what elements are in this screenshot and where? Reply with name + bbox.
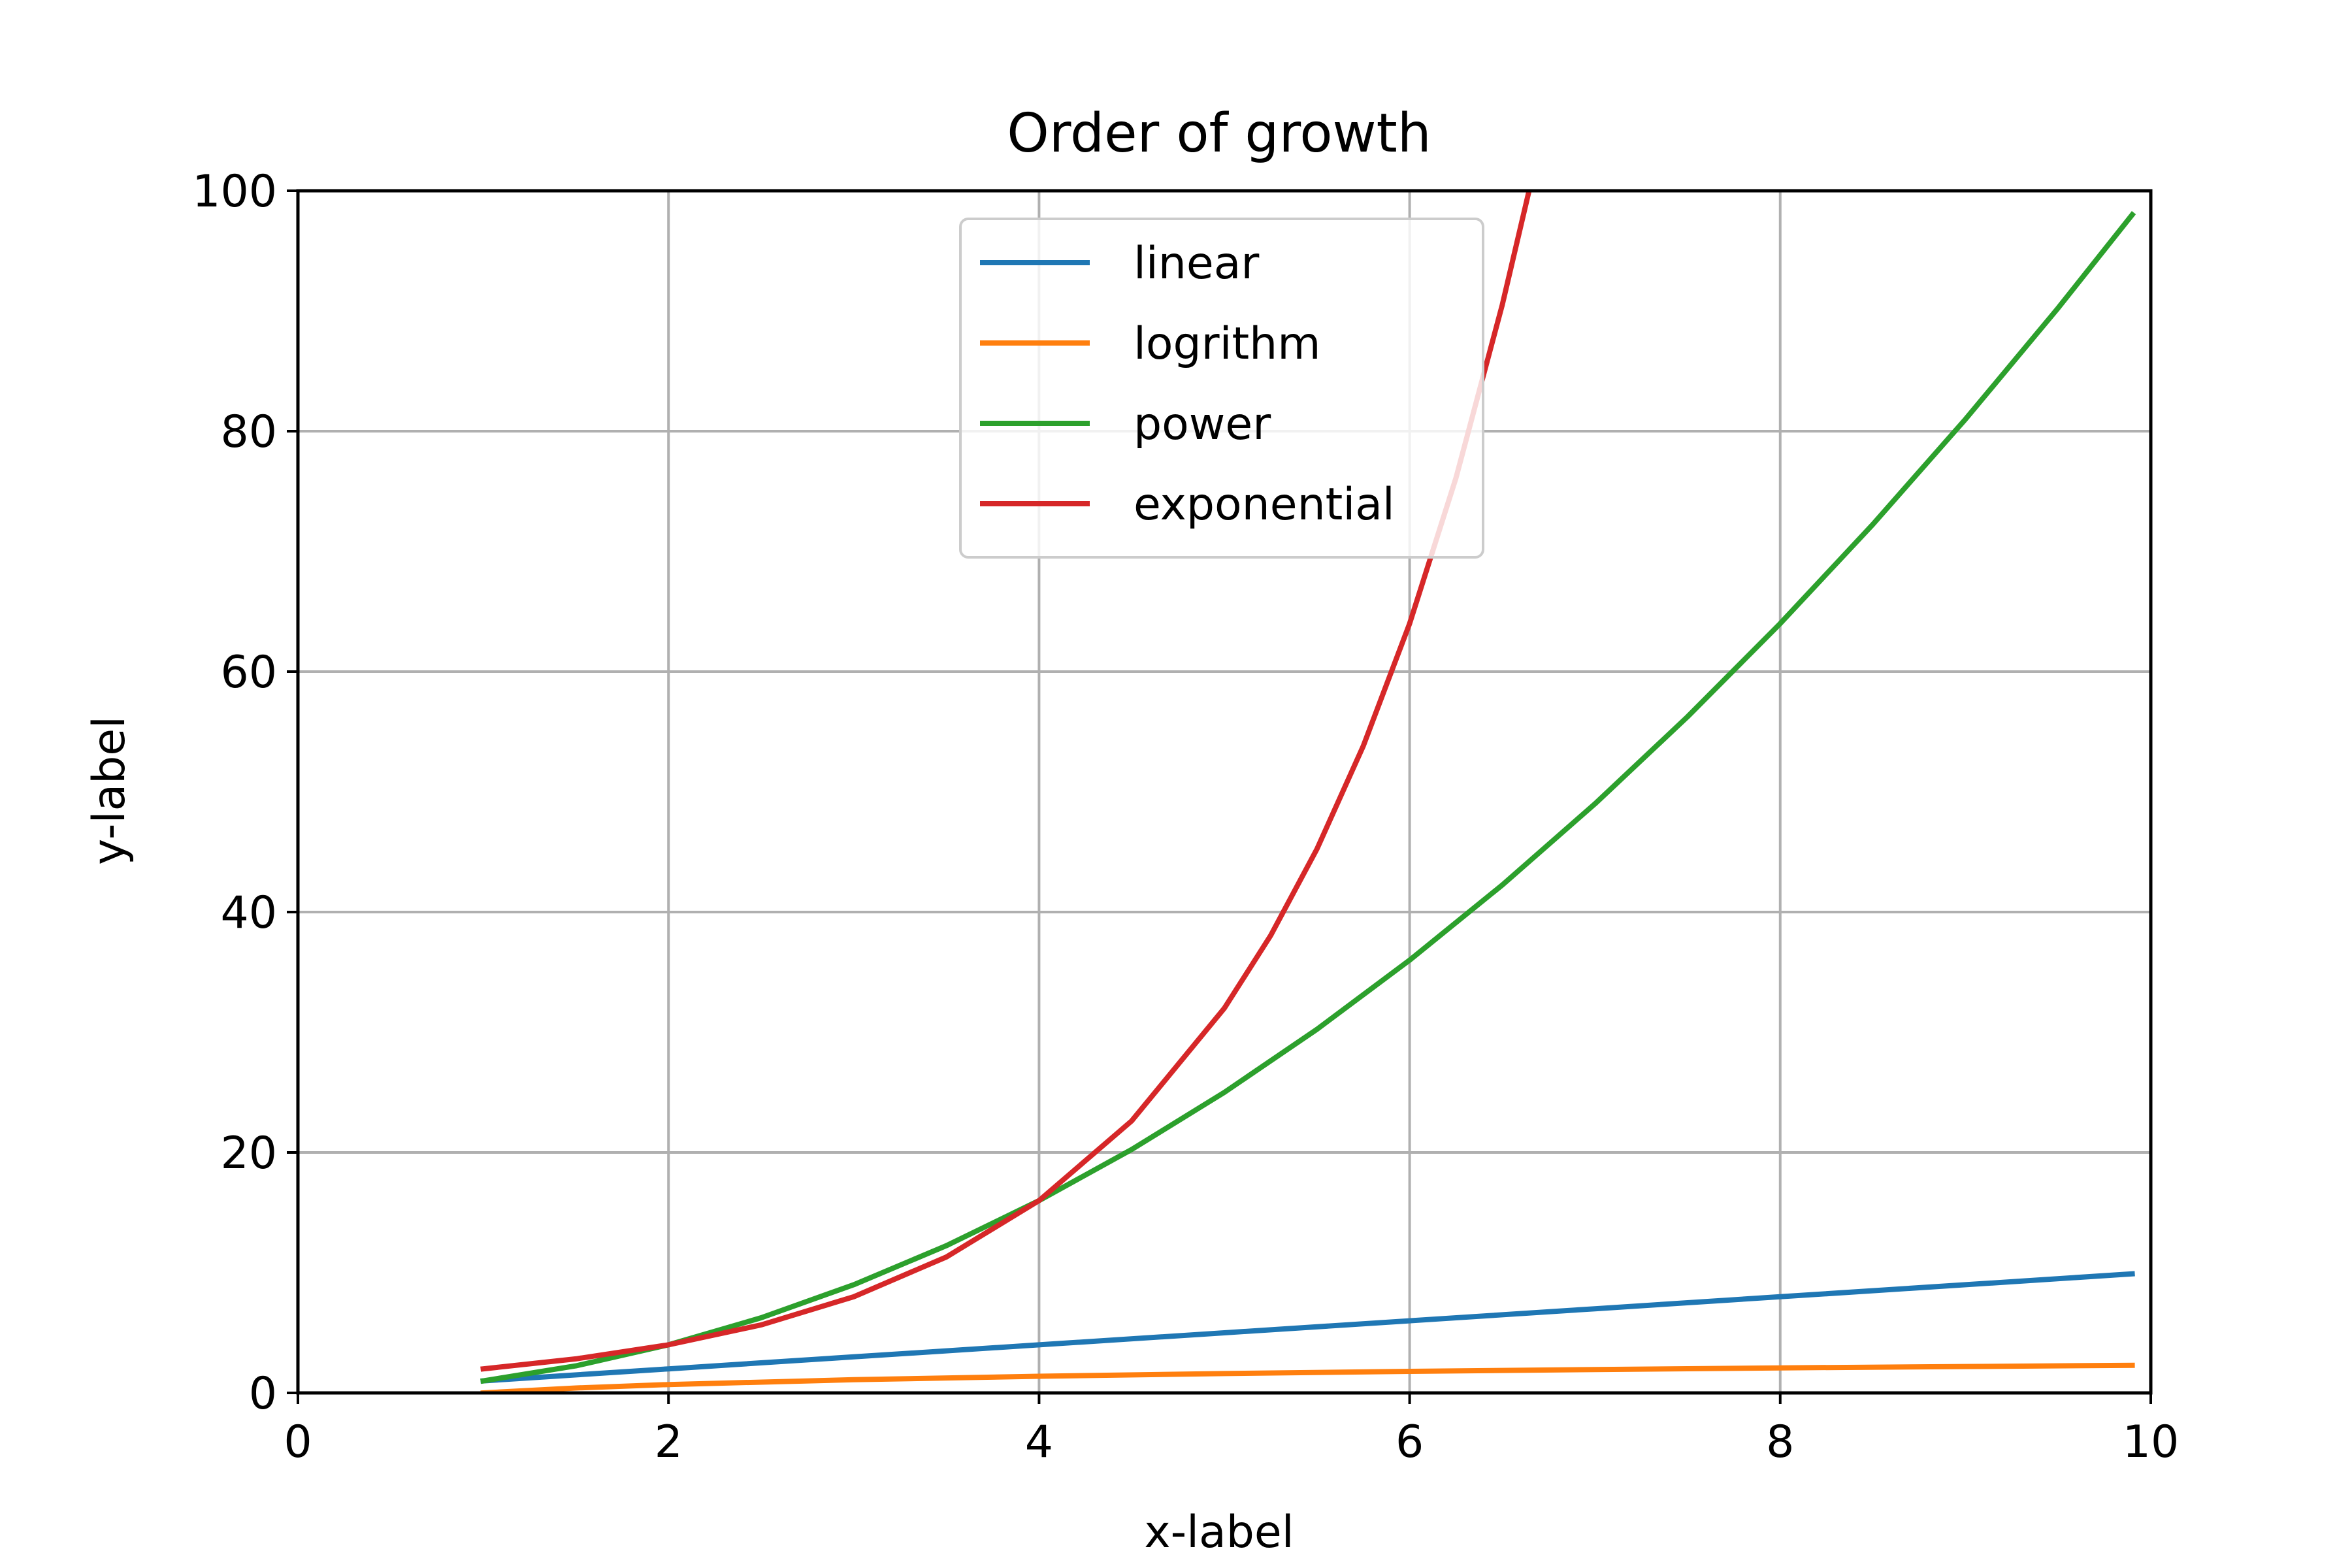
series-line-logrithm <box>480 1362 2135 1393</box>
x-tick-label: 4 <box>1025 1416 1053 1468</box>
y-axis-label: y-label <box>84 716 135 865</box>
y-tick-label: 40 <box>220 887 277 939</box>
x-axis-label: x-label <box>1144 1507 1294 1558</box>
y-tick-label: 0 <box>249 1368 277 1420</box>
x-tick-label: 6 <box>1396 1416 1424 1468</box>
legend-label-exponential: exponential <box>1134 479 1395 531</box>
legend-box <box>959 218 1484 559</box>
x-tick-label: 2 <box>655 1416 683 1468</box>
legend-label-power: power <box>1134 399 1271 450</box>
x-tick-label: 10 <box>2123 1416 2180 1468</box>
legend: linear logrithm power exponential <box>959 218 1484 559</box>
plot-area-frame <box>296 189 2153 1395</box>
y-tick-label: 20 <box>220 1128 277 1179</box>
y-tick-label: 80 <box>220 406 277 458</box>
series-line-linear <box>480 1271 2135 1384</box>
x-tick-label: 8 <box>1766 1416 1794 1468</box>
y-tick-label: 60 <box>220 647 277 698</box>
series-line-power <box>480 210 2136 1384</box>
legend-label-linear: linear <box>1134 238 1259 289</box>
x-tick-label: 0 <box>284 1416 312 1468</box>
chart-title: Order of growth <box>1007 103 1431 165</box>
legend-label-logrithm: logrithm <box>1134 318 1321 370</box>
y-tick-label: 100 <box>192 166 277 218</box>
